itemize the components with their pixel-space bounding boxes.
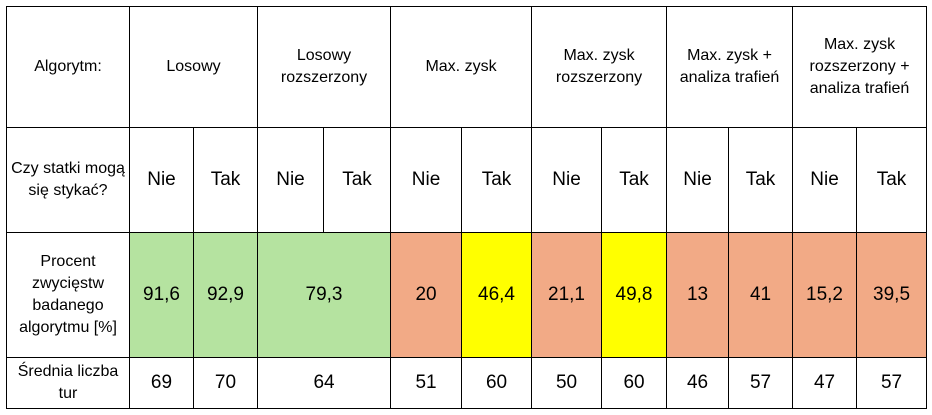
- win-value-cell: 79,3: [256, 232, 392, 358]
- turns-value-cell: 70: [193, 357, 258, 409]
- turns-value-cell: 64: [256, 357, 392, 409]
- turns-value-cell: 50: [531, 357, 603, 409]
- touch-option: Tak: [461, 127, 533, 233]
- turns-value-cell: 57: [728, 357, 794, 409]
- touch-option: Tak: [728, 127, 794, 233]
- win-value-cell: 20: [390, 232, 463, 358]
- touch-option: Tak: [322, 127, 392, 233]
- win-value-cell: 21,1: [531, 232, 603, 358]
- algorithm-header: Max. zysk + analiza trafień: [666, 6, 794, 128]
- win-value-cell: 41: [728, 232, 794, 358]
- results-table: Algorytm: Losowy Losowy rozszerzony Max.…: [6, 6, 928, 409]
- turns-value-cell: 60: [461, 357, 533, 409]
- touch-option: Tak: [856, 127, 928, 233]
- win-value-cell: 39,5: [856, 232, 928, 358]
- win-value-cell: 92,9: [193, 232, 258, 358]
- touch-option: Nie: [666, 127, 730, 233]
- win-row-label: Procent zwycięstw badanego algorytmu [%]: [6, 232, 130, 358]
- turns-value-cell: 51: [390, 357, 463, 409]
- algorithm-header: Losowy rozszerzony: [256, 6, 392, 128]
- touch-row-label: Czy statki mogą się stykać?: [6, 127, 130, 233]
- turns-row-label: Średnia liczba tur: [6, 357, 130, 409]
- header-row: Algorytm: Losowy Losowy rozszerzony Max.…: [6, 6, 928, 128]
- touch-option: Nie: [531, 127, 603, 233]
- win-value-cell: 15,2: [792, 232, 858, 358]
- touch-option: Nie: [390, 127, 463, 233]
- turns-value-cell: 46: [666, 357, 730, 409]
- win-value-cell: 91,6: [129, 232, 194, 358]
- algorithm-header: Max. zysk rozszerzony + analiza trafień: [792, 6, 928, 128]
- win-row: Procent zwycięstw badanego algorytmu [%]…: [6, 232, 928, 358]
- turns-value-cell: 69: [129, 357, 194, 409]
- turns-value-cell: 57: [856, 357, 928, 409]
- header-label: Algorytm:: [6, 6, 130, 128]
- touch-option: Tak: [193, 127, 258, 233]
- turns-value-cell: 47: [792, 357, 858, 409]
- algorithm-header: Max. zysk: [390, 6, 533, 128]
- touch-option: Tak: [601, 127, 668, 233]
- win-value-cell: 49,8: [601, 232, 668, 358]
- touch-option: Nie: [129, 127, 194, 233]
- algorithm-header: Losowy: [129, 6, 258, 128]
- win-value-cell: 46,4: [461, 232, 533, 358]
- turns-value-cell: 60: [601, 357, 668, 409]
- touch-option: Nie: [257, 127, 324, 233]
- touch-row: Czy statki mogą się stykać? Nie Tak Nie …: [6, 127, 928, 233]
- touch-option: Nie: [792, 127, 858, 233]
- turns-row: Średnia liczba tur 69 70 64 51 60 50 60 …: [6, 357, 928, 409]
- win-value-cell: 13: [666, 232, 730, 358]
- algorithm-header: Max. zysk rozszerzony: [531, 6, 668, 128]
